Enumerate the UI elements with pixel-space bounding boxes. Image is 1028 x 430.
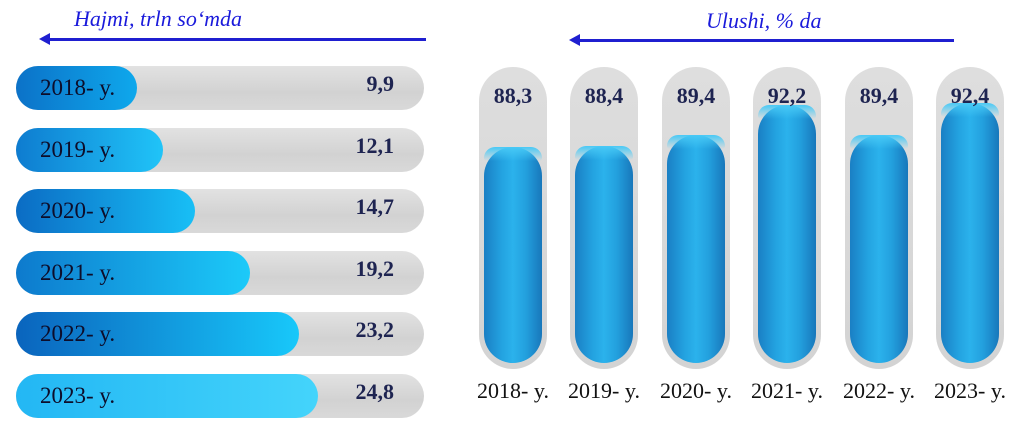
value-label: 92,4 (950, 83, 990, 108)
right-arrow-icon (569, 34, 954, 46)
value-label: 88,3 (493, 83, 533, 108)
right-panel-title: Ulushi, % da (706, 8, 822, 33)
category-label: 2019- y. (568, 378, 640, 403)
value-label: 14,7 (355, 194, 395, 219)
category-label: 2023- y. (40, 382, 116, 408)
column (484, 146, 542, 363)
category-label: 2019- y. (40, 136, 116, 162)
bar-track: 2019- y. 12,1 (16, 127, 424, 172)
value-label: 89,4 (676, 83, 716, 108)
category-label: 2022- y. (843, 378, 915, 403)
category-label: 2022- y. (40, 321, 116, 346)
bar-track: 2020- y. 14,7 (16, 189, 424, 233)
bar (16, 66, 137, 110)
value-label: 24,8 (355, 378, 395, 404)
category-label: 2021- y. (751, 378, 823, 403)
column (667, 134, 725, 363)
bar (16, 189, 196, 233)
value-label: 12,1 (355, 132, 395, 158)
column-track: 92,2 (753, 67, 821, 369)
bar-track: 2023- y. 24,8 (16, 373, 424, 418)
value-label: 89,4 (859, 83, 899, 108)
column-track: 89,4 (845, 67, 913, 369)
category-label: 2020- y. (660, 378, 732, 403)
column-track: 89,4 (662, 67, 730, 369)
bar-track: 2021- y. 19,2 (16, 250, 424, 295)
bar-track: 2022- y. 23,2 (16, 312, 424, 356)
category-label: 2018- y. (477, 378, 549, 403)
left-arrow-icon (39, 33, 426, 45)
column-track: 88,4 (570, 67, 638, 369)
category-label: 2021- y. (40, 259, 116, 285)
bar (16, 127, 164, 172)
column (850, 134, 908, 363)
bar (16, 250, 250, 295)
value-label: 92,2 (767, 83, 807, 108)
column-track: 88,3 (479, 67, 547, 369)
column-track: 92,4 (936, 67, 1004, 369)
category-label: 2020- y. (40, 198, 116, 223)
column (941, 102, 999, 363)
left-panel-title: Hajmi, trln so‘mda (74, 6, 243, 31)
category-label: 2023- y. (934, 378, 1006, 403)
value-label: 23,2 (355, 317, 395, 342)
bar (16, 312, 299, 356)
column (575, 145, 633, 363)
value-label: 19,2 (355, 255, 395, 281)
category-label: 2018- y. (40, 75, 116, 100)
column (758, 105, 816, 363)
bar-track: 2018- y. 9,9 (16, 66, 424, 110)
bar (16, 373, 319, 418)
value-label: 88,4 (584, 83, 624, 108)
value-label: 9,9 (366, 71, 395, 96)
